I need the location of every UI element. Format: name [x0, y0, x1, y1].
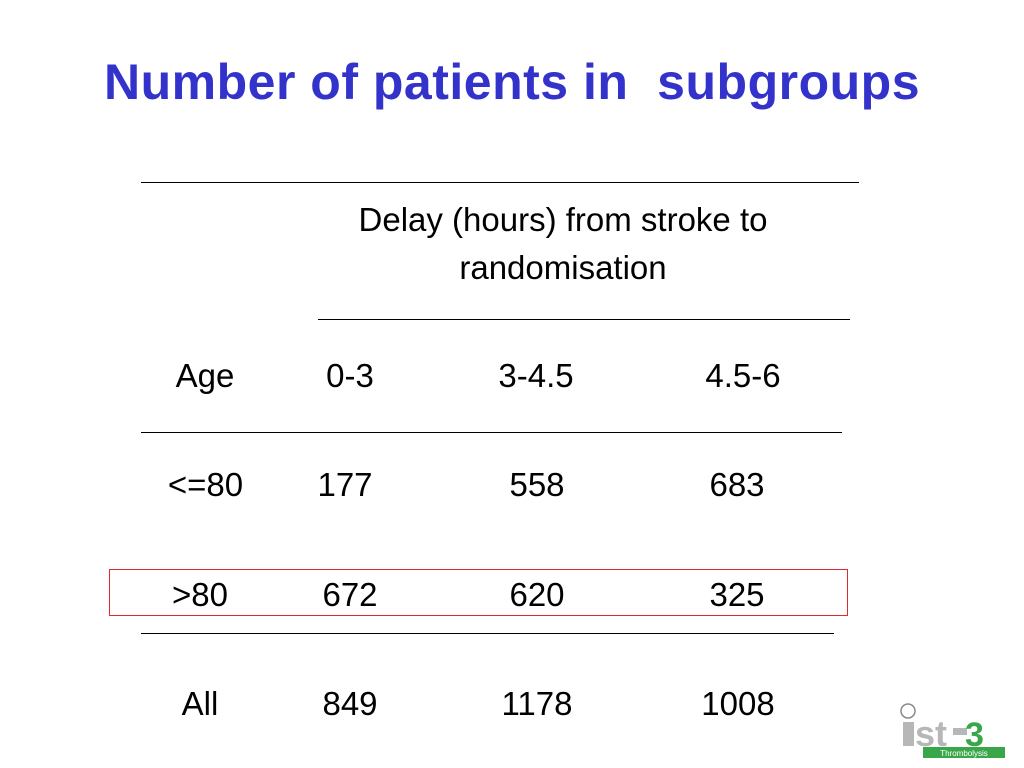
ist3-logo: st 3 Thrombolysis: [900, 703, 1005, 758]
cell-gt80-4.5-6: 325: [709, 576, 765, 613]
delay-header: Delay (hours) from stroke to randomisati…: [300, 196, 826, 292]
logo-dot: [900, 703, 916, 719]
cell-le80-4.5-6: 683: [709, 466, 765, 503]
column-header-delay-0-3: 0-3: [326, 357, 374, 394]
logo-dash: [953, 728, 967, 735]
row-label-age-gt-80: >80: [172, 576, 228, 613]
delay-header-line-2: randomisation: [459, 249, 667, 286]
column-header-delay-3-4.5: 3-4.5: [498, 357, 574, 394]
table-top-rule: [141, 182, 859, 183]
highlight-box: [109, 569, 848, 616]
cell-all-0-3: 849: [322, 685, 378, 722]
delay-header-rule: [318, 319, 850, 320]
column-header-delay-4.5-6: 4.5-6: [705, 357, 781, 394]
logo-three: 3: [965, 716, 984, 754]
total-rule: [141, 633, 834, 634]
cell-le80-3-4.5: 558: [509, 466, 565, 503]
cell-gt80-3-4.5: 620: [509, 576, 565, 613]
row-label-age-le-80: <=80: [167, 466, 244, 503]
column-header-age: Age: [175, 357, 235, 394]
row-label-all: All: [181, 685, 219, 722]
delay-header-line-1: Delay (hours) from stroke to: [358, 201, 768, 238]
slide-title: Number of patients in subgroups: [103, 54, 921, 110]
logo-i-stem: [903, 722, 914, 746]
cell-gt80-0-3: 672: [322, 576, 378, 613]
logo-tagline-bar: [923, 747, 1005, 758]
cell-le80-0-3: 177: [317, 466, 373, 503]
cell-all-4.5-6: 1008: [701, 685, 775, 722]
logo-tagline: Thrombolysis: [940, 749, 988, 758]
column-header-rule: [141, 432, 842, 433]
cell-all-3-4.5: 1178: [501, 685, 573, 722]
